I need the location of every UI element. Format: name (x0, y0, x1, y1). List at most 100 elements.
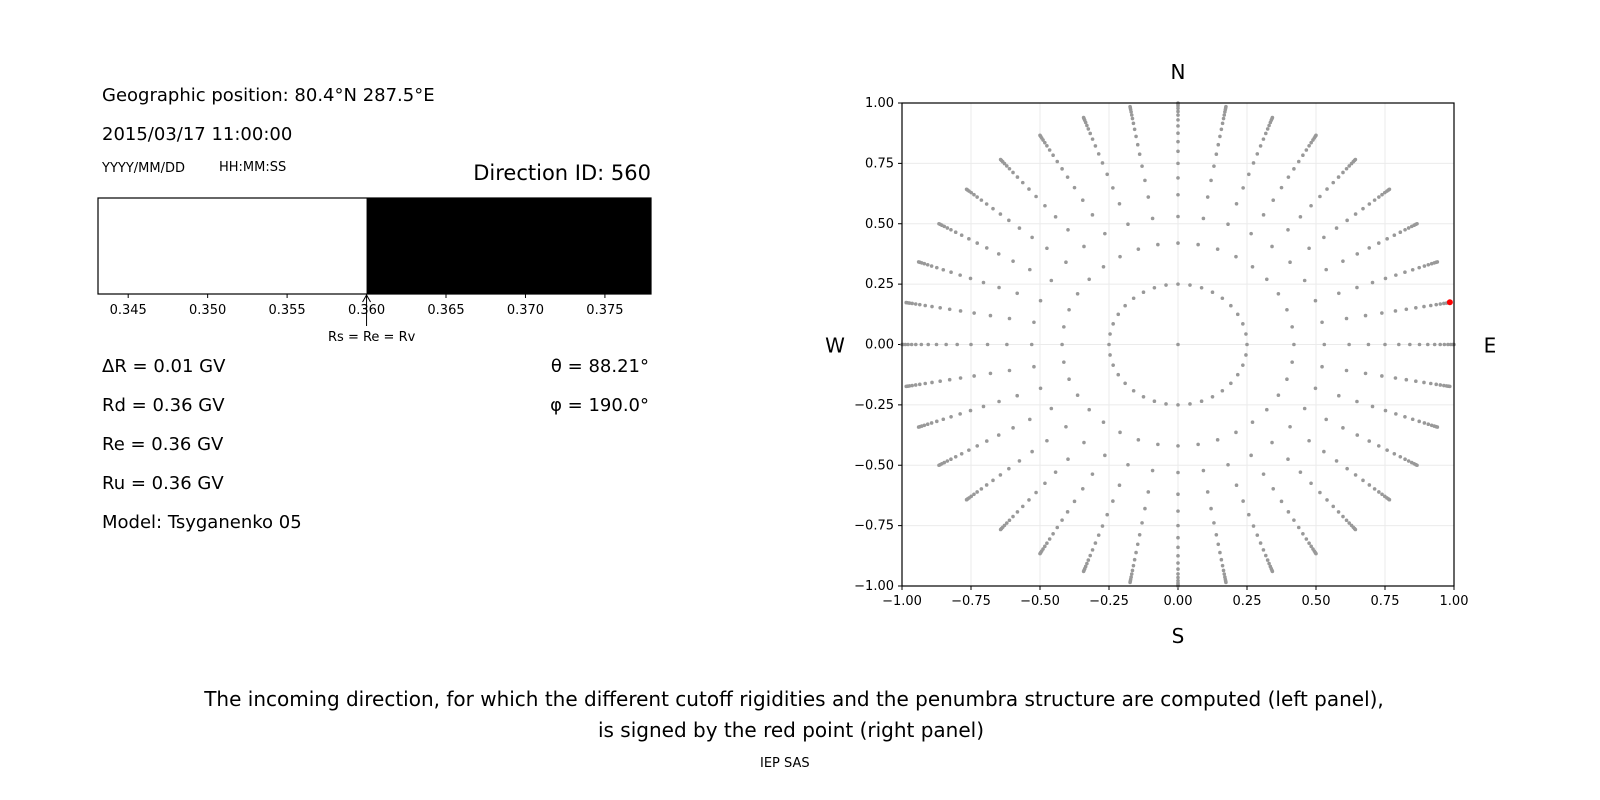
direction-point (1176, 139, 1180, 144)
x-tick-label: −0.50 (1020, 594, 1060, 609)
direction-point (1214, 532, 1219, 537)
direction-point (1397, 342, 1401, 347)
direction-point (1270, 569, 1275, 574)
direction-point (1051, 153, 1055, 158)
direction-point (1028, 267, 1032, 272)
direction-point (955, 342, 959, 347)
direction-point (1196, 442, 1200, 447)
direction-point (945, 459, 950, 463)
direction-point (1264, 277, 1269, 282)
direction-point (1442, 301, 1446, 306)
direction-point (1152, 285, 1157, 290)
direction-point (1290, 360, 1294, 364)
direction-point (1334, 226, 1339, 230)
direction-point (998, 212, 1003, 216)
direction-point (1176, 342, 1180, 347)
direction-point (1406, 226, 1411, 230)
direction-point (1176, 149, 1180, 154)
direction-point (1318, 490, 1322, 495)
direction-point (1082, 440, 1086, 445)
direction-point (1118, 430, 1122, 435)
y-tick-label: 0.50 (865, 217, 894, 232)
direction-point (1296, 159, 1301, 164)
direction-point (1176, 113, 1180, 117)
direction-point (1196, 242, 1200, 247)
x-tick-label: 0.25 (1233, 594, 1262, 609)
direction-point (945, 226, 950, 230)
direction-point (1422, 264, 1427, 268)
direction-point (1241, 322, 1245, 326)
direction-point (1276, 291, 1281, 296)
direction-point (1055, 159, 1060, 164)
direction-point (1370, 280, 1375, 285)
direction-point (1215, 438, 1220, 442)
direction-point (1176, 192, 1180, 197)
direction-point (1137, 532, 1142, 537)
direction-point (1392, 451, 1397, 456)
direction-point (1150, 216, 1155, 221)
direction-point (913, 383, 918, 387)
direction-point (1224, 580, 1228, 585)
direction-point (1176, 161, 1180, 166)
credit: IEP SAS (760, 756, 810, 771)
direction-point (1030, 235, 1034, 240)
direction-point (1150, 468, 1155, 473)
direction-point (1049, 278, 1054, 283)
direction-point (967, 237, 971, 241)
direction-point (1249, 231, 1253, 236)
direction-point (1344, 368, 1349, 373)
direction-point (1229, 381, 1233, 386)
direction-point (1220, 388, 1225, 393)
delta-r: ΔR = 0.01 GV (102, 356, 226, 377)
direction-point (1222, 113, 1227, 117)
direction-point (972, 374, 976, 378)
direction-point (1403, 227, 1407, 232)
direction-point (969, 342, 973, 347)
direction-point (1313, 386, 1318, 391)
direction-chart: −1.00−1.00 −0.75 −0.75 −0.50 −0.50 −0.25 −0.25… (825, 60, 1496, 648)
direction-point (1105, 172, 1110, 177)
direction-point (1038, 133, 1042, 138)
direction-point (1331, 504, 1336, 509)
direction-point (1344, 166, 1349, 171)
direction-point (1219, 557, 1224, 562)
direction-point (1210, 290, 1215, 295)
direction-point (972, 311, 976, 315)
direction-point (1176, 124, 1180, 128)
direction-point (1176, 554, 1180, 558)
direction-point (1088, 131, 1093, 136)
direction-point (1045, 144, 1049, 148)
direction-point (934, 342, 939, 347)
direction-point (910, 383, 914, 388)
direction-point (1301, 153, 1305, 158)
direction-point (1406, 459, 1411, 463)
direction-point (1090, 548, 1095, 552)
direction-point (1129, 572, 1134, 576)
x-tick-label: 0.50 (1302, 594, 1331, 609)
direction-point (1320, 320, 1324, 325)
direction-point (1152, 399, 1157, 404)
direction-point (1075, 291, 1080, 296)
direction-point (1101, 265, 1106, 269)
direction-point (1244, 353, 1248, 357)
geo-position: Geographic position: 80.4°N 287.5°E (102, 85, 435, 106)
direction-point (1086, 127, 1091, 131)
direction-point (1446, 342, 1450, 347)
direction-point (904, 300, 908, 305)
direction-point (919, 342, 924, 347)
direction-point (1353, 212, 1358, 216)
direction-point (1209, 178, 1213, 183)
direction-point (1324, 267, 1328, 272)
direction-point (1355, 285, 1359, 290)
direction-point (1218, 134, 1222, 139)
direction-point (1176, 282, 1180, 286)
direction-point (981, 404, 986, 409)
direction-point (1408, 342, 1412, 347)
direction-point (997, 285, 1001, 290)
direction-point (1199, 399, 1204, 404)
direction-point (1290, 325, 1294, 329)
direction-point (1043, 203, 1047, 208)
direction-point (1271, 487, 1276, 491)
direction-point (938, 306, 942, 310)
direction-point (934, 265, 939, 270)
